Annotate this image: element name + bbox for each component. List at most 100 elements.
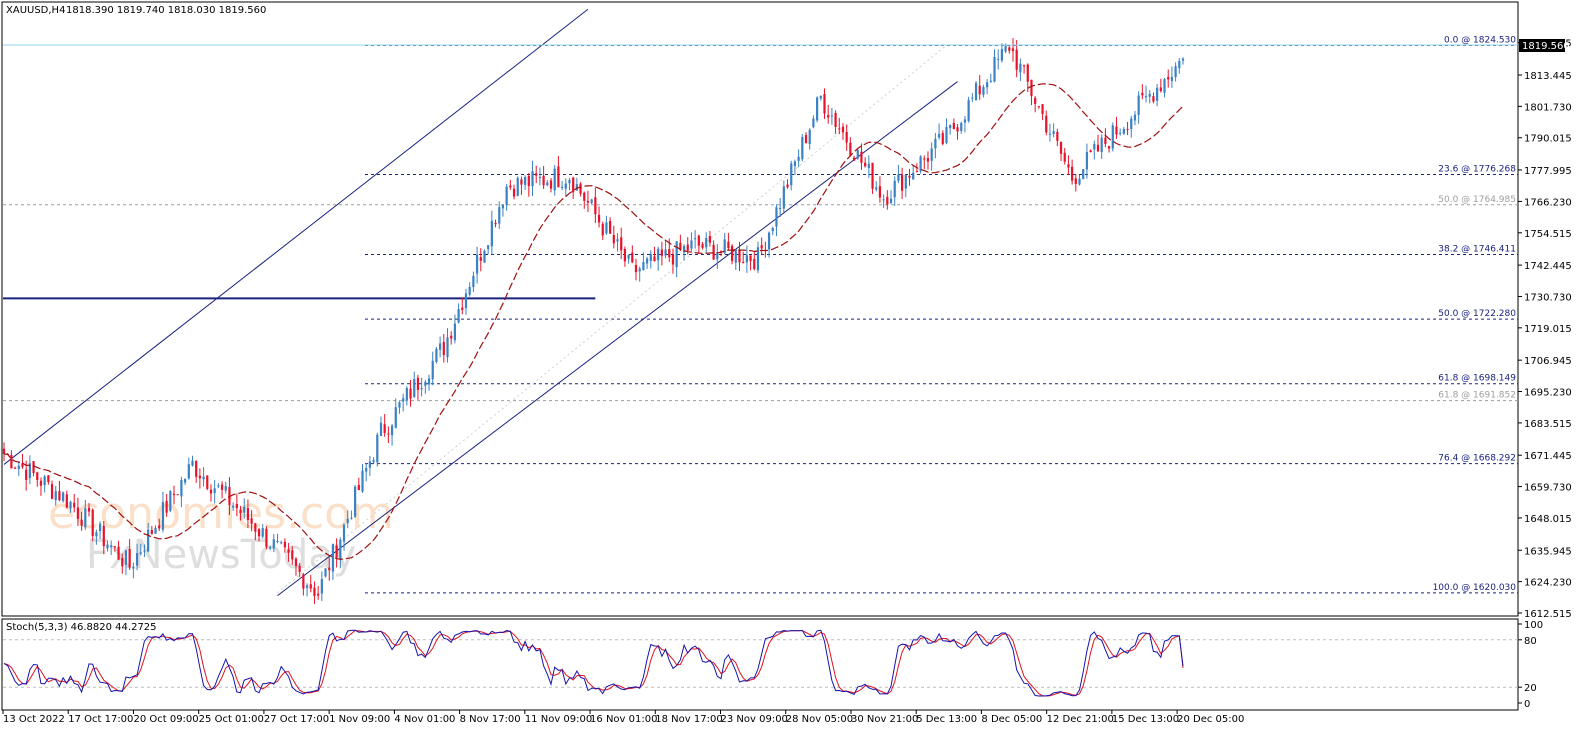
time-axis: 13 Oct 2022 17 Oct 17:00 20 Oct 09:00 25 Oc… (2, 710, 1244, 725)
time-tick-label: 13 Oct 2022 (3, 714, 65, 725)
candle-body (1170, 76, 1174, 81)
candle-body (645, 258, 649, 264)
candle-body (815, 97, 819, 121)
candle-body (1152, 96, 1155, 102)
candle-body (538, 176, 542, 179)
candle-body (960, 123, 963, 131)
candle-body (560, 186, 564, 188)
symbol-header: XAUUSD,H4 (6, 5, 65, 16)
candle-body (361, 470, 364, 492)
candle-body (298, 565, 301, 572)
price-tick-label: 1742.445 (1524, 261, 1572, 272)
candle-body (483, 250, 486, 263)
candle-body (494, 222, 497, 225)
candle-body (808, 129, 811, 145)
candle-body (235, 504, 238, 509)
candle-body (660, 249, 663, 256)
candle-body (1178, 60, 1181, 69)
candle-body (871, 162, 874, 189)
candle-body (272, 539, 275, 549)
fib-level-label: 76.4 @ 1668.292 (1438, 454, 1516, 464)
stoch-tick-label: 80 (1524, 636, 1537, 647)
candle-body (908, 175, 911, 178)
candle-body (912, 172, 915, 180)
candle-body (546, 182, 549, 186)
candle-body (346, 518, 349, 524)
candle-body (291, 550, 294, 560)
candle-body (468, 286, 471, 295)
candle-body (1045, 115, 1048, 133)
candle-body (1052, 131, 1055, 135)
candle-body (605, 222, 608, 234)
fib-level-label: 38.2 @ 1746.411 (1438, 244, 1516, 254)
candle-body (1059, 141, 1063, 154)
fib-diagonal-line (277, 44, 947, 594)
time-tick-label: 28 Nov 05:00 (786, 714, 853, 725)
time-tick-label: 27 Oct 17:00 (264, 714, 329, 725)
candle-body (727, 241, 730, 249)
candle-body (305, 585, 309, 588)
candle-body (1115, 126, 1118, 135)
stoch-main-line (3, 629, 1184, 697)
candle-body (719, 251, 723, 253)
candle-body (919, 156, 922, 172)
candle-body (32, 461, 35, 473)
candle-body (1026, 64, 1029, 82)
candle-body (328, 567, 331, 571)
candle-body (331, 544, 335, 572)
candle-body (206, 475, 209, 489)
candle-body (87, 507, 91, 512)
candle-body (509, 185, 512, 188)
candle-body (819, 95, 822, 99)
candle-body (490, 220, 493, 247)
candle-body (664, 249, 667, 256)
candle-body (435, 348, 438, 362)
candle-body (10, 455, 13, 469)
candle-body (124, 550, 128, 565)
candle-body (734, 249, 737, 263)
candle-body (487, 245, 490, 250)
fib-level-label: 100.0 @ 1620.030 (1433, 583, 1517, 593)
candle-body (446, 337, 449, 358)
candle-body (1085, 152, 1089, 170)
stoch-tick-label: 100 (1524, 620, 1543, 631)
candle-body (84, 508, 87, 528)
candle-body (1015, 49, 1018, 70)
candle-body (1037, 106, 1040, 108)
candle-body (439, 343, 442, 350)
candle-body (701, 244, 704, 248)
candle-body (668, 249, 671, 258)
candle-body (176, 494, 179, 496)
candle-body (21, 463, 24, 467)
candle-body (209, 489, 213, 494)
candle-body (161, 502, 165, 530)
candle-body (25, 469, 28, 480)
candle-body (268, 547, 272, 549)
candle-body (453, 323, 457, 341)
candle-body (549, 180, 553, 189)
time-tick-label: 5 Dec 13:00 (916, 714, 977, 725)
stoch-header: Stoch(5,3,3) 46.8820 44.2725 (6, 622, 157, 633)
price-tick-label: 1730.730 (1524, 292, 1572, 303)
stoch-signal-line (3, 629, 1184, 697)
candle-body (450, 335, 453, 339)
candle-body (1141, 92, 1144, 96)
candle-body (1119, 132, 1122, 134)
candle-body (760, 245, 763, 249)
channel-lower-line (277, 81, 958, 597)
time-tick-label: 8 Dec 05:00 (981, 714, 1042, 725)
candle-body (1133, 114, 1137, 121)
candle-body (882, 199, 885, 201)
candle-body (102, 525, 105, 547)
candle-body (243, 506, 246, 513)
candle-body (886, 196, 889, 205)
candle-body (982, 86, 985, 95)
candle-body (354, 486, 357, 517)
fib-level-label: 0.0 @ 1824.530 (1444, 35, 1516, 45)
candle-body (1096, 144, 1100, 152)
candle-body (17, 465, 20, 469)
candle-body (1082, 169, 1085, 180)
candle-body (239, 509, 242, 514)
candle-body (317, 593, 320, 596)
